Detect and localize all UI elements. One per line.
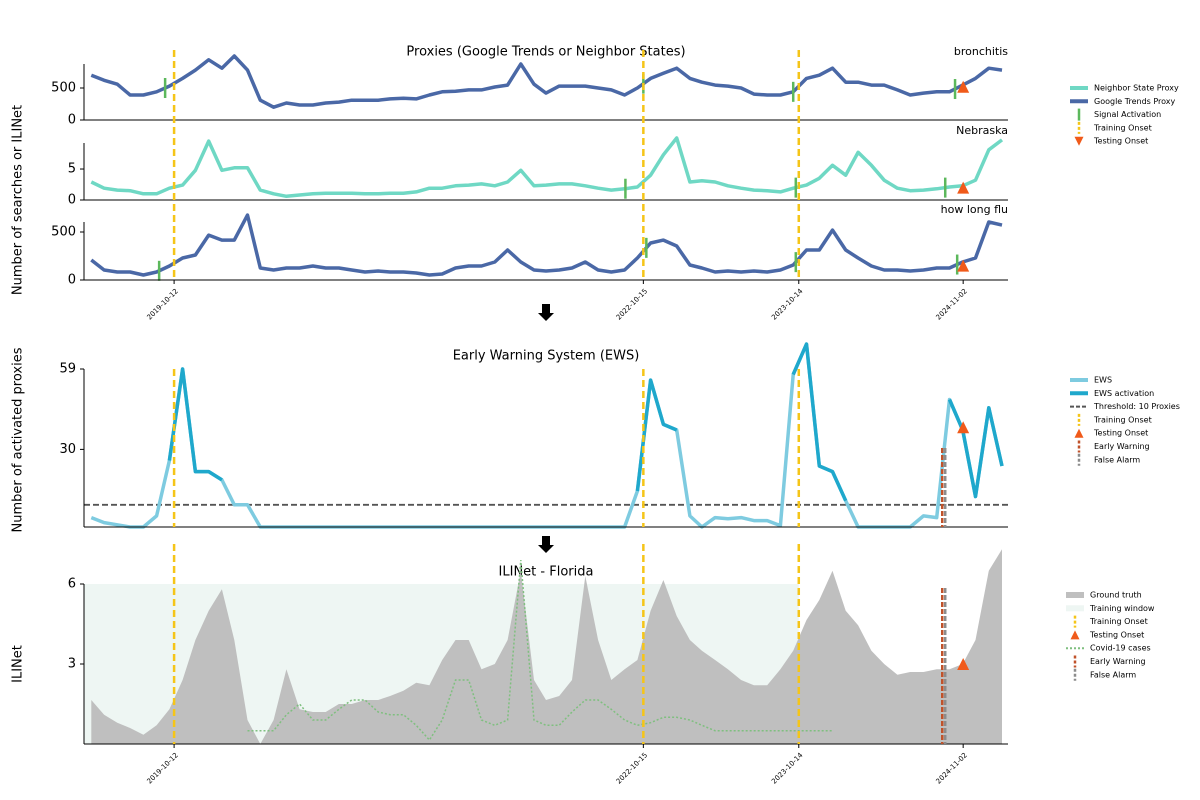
legend-swatch xyxy=(1066,605,1084,612)
x-tick-label: 2022-10-15 xyxy=(615,751,649,785)
chart-title: Proxies (Google Trends or Neighbor State… xyxy=(406,45,685,60)
legend-label: Training Onset xyxy=(1089,617,1148,626)
y-axis-label: Number of searches or ILINet xyxy=(11,105,26,295)
legend-label: False Alarm xyxy=(1094,455,1140,464)
legend-label: Testing Onset xyxy=(1089,630,1144,639)
x-tick-label: 2022-10-15 xyxy=(615,287,649,321)
ground-truth-area xyxy=(91,549,1003,744)
y-tick-label: 0 xyxy=(68,193,76,208)
covid-line xyxy=(247,559,833,742)
y-tick-label: 30 xyxy=(59,442,76,457)
flow-arrow xyxy=(538,536,554,553)
y-tick-label: 500 xyxy=(51,224,76,239)
legend-label: EWS xyxy=(1094,376,1112,385)
legend-label: Training window xyxy=(1089,604,1155,613)
legend-label: Training Onset xyxy=(1093,123,1152,132)
y-tick-label: 0 xyxy=(68,113,76,128)
legend-label: Signal Activation xyxy=(1094,110,1161,119)
x-tick-label: 2024-11-02 xyxy=(935,287,969,321)
panel-name: bronchitis xyxy=(954,45,1008,58)
legend-label: Ground truth xyxy=(1090,591,1142,600)
legend-label: Early Warning xyxy=(1090,657,1146,666)
x-tick-label: 2023-10-14 xyxy=(770,287,805,322)
legend-label: Training Onset xyxy=(1093,415,1152,424)
legend-swatch xyxy=(1070,630,1080,640)
y-axis-label: ILINet xyxy=(11,645,26,683)
legend-swatch xyxy=(1074,428,1084,438)
y-tick-label: 59 xyxy=(59,362,76,377)
testing-onset-marker xyxy=(957,181,970,194)
testing-onset-marker xyxy=(957,421,970,434)
y-axis-label: Number of activated proxies xyxy=(11,347,26,532)
chart-title: ILINet - Florida xyxy=(499,565,594,580)
legend-swatch xyxy=(1074,136,1084,146)
legend-label: Google Trends Proxy xyxy=(1094,97,1176,106)
testing-onset-marker xyxy=(957,259,970,272)
series-line xyxy=(90,54,1003,109)
series-line xyxy=(90,342,1004,529)
legend-label: Testing Onset xyxy=(1093,429,1148,438)
x-tick-label: 2019-10-12 xyxy=(145,287,179,321)
testing-onset-marker xyxy=(957,80,970,93)
legend-label: Early Warning xyxy=(1094,442,1150,451)
flow-arrow xyxy=(538,304,554,321)
x-tick-label: 2019-10-12 xyxy=(145,751,179,785)
y-tick-label: 3 xyxy=(68,657,76,672)
series-line xyxy=(90,213,1003,277)
legend-label: False Alarm xyxy=(1090,670,1136,679)
x-tick-label: 2023-10-14 xyxy=(770,751,805,786)
y-tick-label: 500 xyxy=(51,81,76,96)
y-tick-label: 0 xyxy=(68,273,76,288)
legend-label: Threshold: 10 Proxies xyxy=(1093,402,1180,411)
x-tick-label: 2024-11-02 xyxy=(935,751,969,785)
legend-label: EWS activation xyxy=(1094,389,1154,398)
y-tick-label: 5 xyxy=(68,162,76,177)
activation-line xyxy=(167,342,1004,502)
legend-label: Neighbor State Proxy xyxy=(1094,84,1179,93)
testing-onset-marker xyxy=(957,658,970,670)
legend-label: Testing Onset xyxy=(1093,137,1148,146)
legend-swatch xyxy=(1066,592,1084,598)
legend-label: Covid-19 cases xyxy=(1090,644,1151,653)
chart-title: Early Warning System (EWS) xyxy=(453,349,640,364)
series-line xyxy=(90,136,1004,199)
y-tick-label: 6 xyxy=(68,577,76,592)
panel-name: how long flu xyxy=(941,203,1008,216)
panel-name: Nebraska xyxy=(956,124,1008,137)
